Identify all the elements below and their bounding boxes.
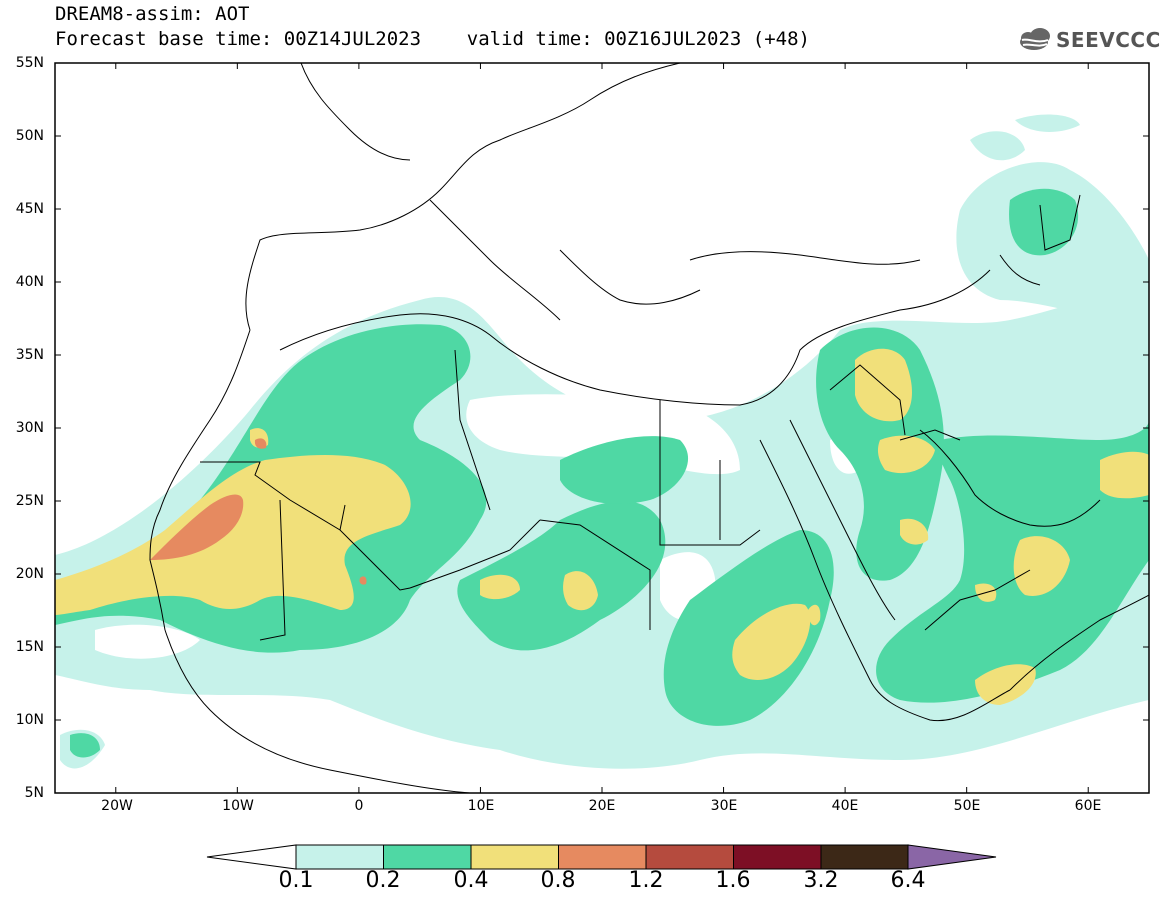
aot-contour-0.4 — [55, 348, 1149, 705]
lon-label: 10E — [467, 798, 495, 814]
lat-label: 55N — [15, 55, 44, 71]
lat-label: 20N — [15, 566, 44, 582]
aot-contour-0.8 — [150, 438, 367, 585]
lon-label: 40E — [831, 798, 859, 814]
lat-label: 35N — [15, 347, 44, 363]
colorbar-label: 1.2 — [628, 868, 664, 893]
lat-label: 30N — [15, 420, 44, 436]
lon-label: 60E — [1074, 798, 1102, 814]
colorbar-label: 3.2 — [803, 868, 839, 893]
map-subtitle-times: Forecast base time: 00Z14JUL2023 valid t… — [55, 28, 810, 50]
lat-label: 40N — [15, 274, 44, 290]
lon-label: 10W — [222, 798, 254, 814]
colorbar-label: 6.4 — [890, 868, 926, 893]
lat-label: 5N — [24, 785, 44, 801]
colorbar-label: 0.8 — [540, 868, 576, 893]
lon-label: 0 — [354, 798, 364, 814]
lat-label: 50N — [15, 128, 44, 144]
lon-label: 20W — [101, 798, 133, 814]
coastlines-borders — [149, 63, 1149, 793]
colorbar-label: 0.4 — [453, 868, 489, 893]
lat-label: 10N — [15, 712, 44, 728]
lon-label: 50E — [953, 798, 981, 814]
axis-ticks — [55, 62, 1149, 794]
lat-label: 25N — [15, 493, 44, 509]
lon-label: 30E — [710, 798, 738, 814]
colorbar-label: 0.2 — [365, 868, 401, 893]
colorbar-label: 0.1 — [278, 868, 314, 893]
lat-label: 15N — [15, 639, 44, 655]
map-title: DREAM8-assim: AOT — [55, 3, 250, 25]
cloud-logo-icon — [1020, 28, 1050, 50]
lon-label: 20E — [588, 798, 616, 814]
lat-label: 45N — [15, 201, 44, 217]
colorbar-label: 1.6 — [715, 868, 751, 893]
logo-text: SEEVCCC — [1056, 28, 1161, 52]
